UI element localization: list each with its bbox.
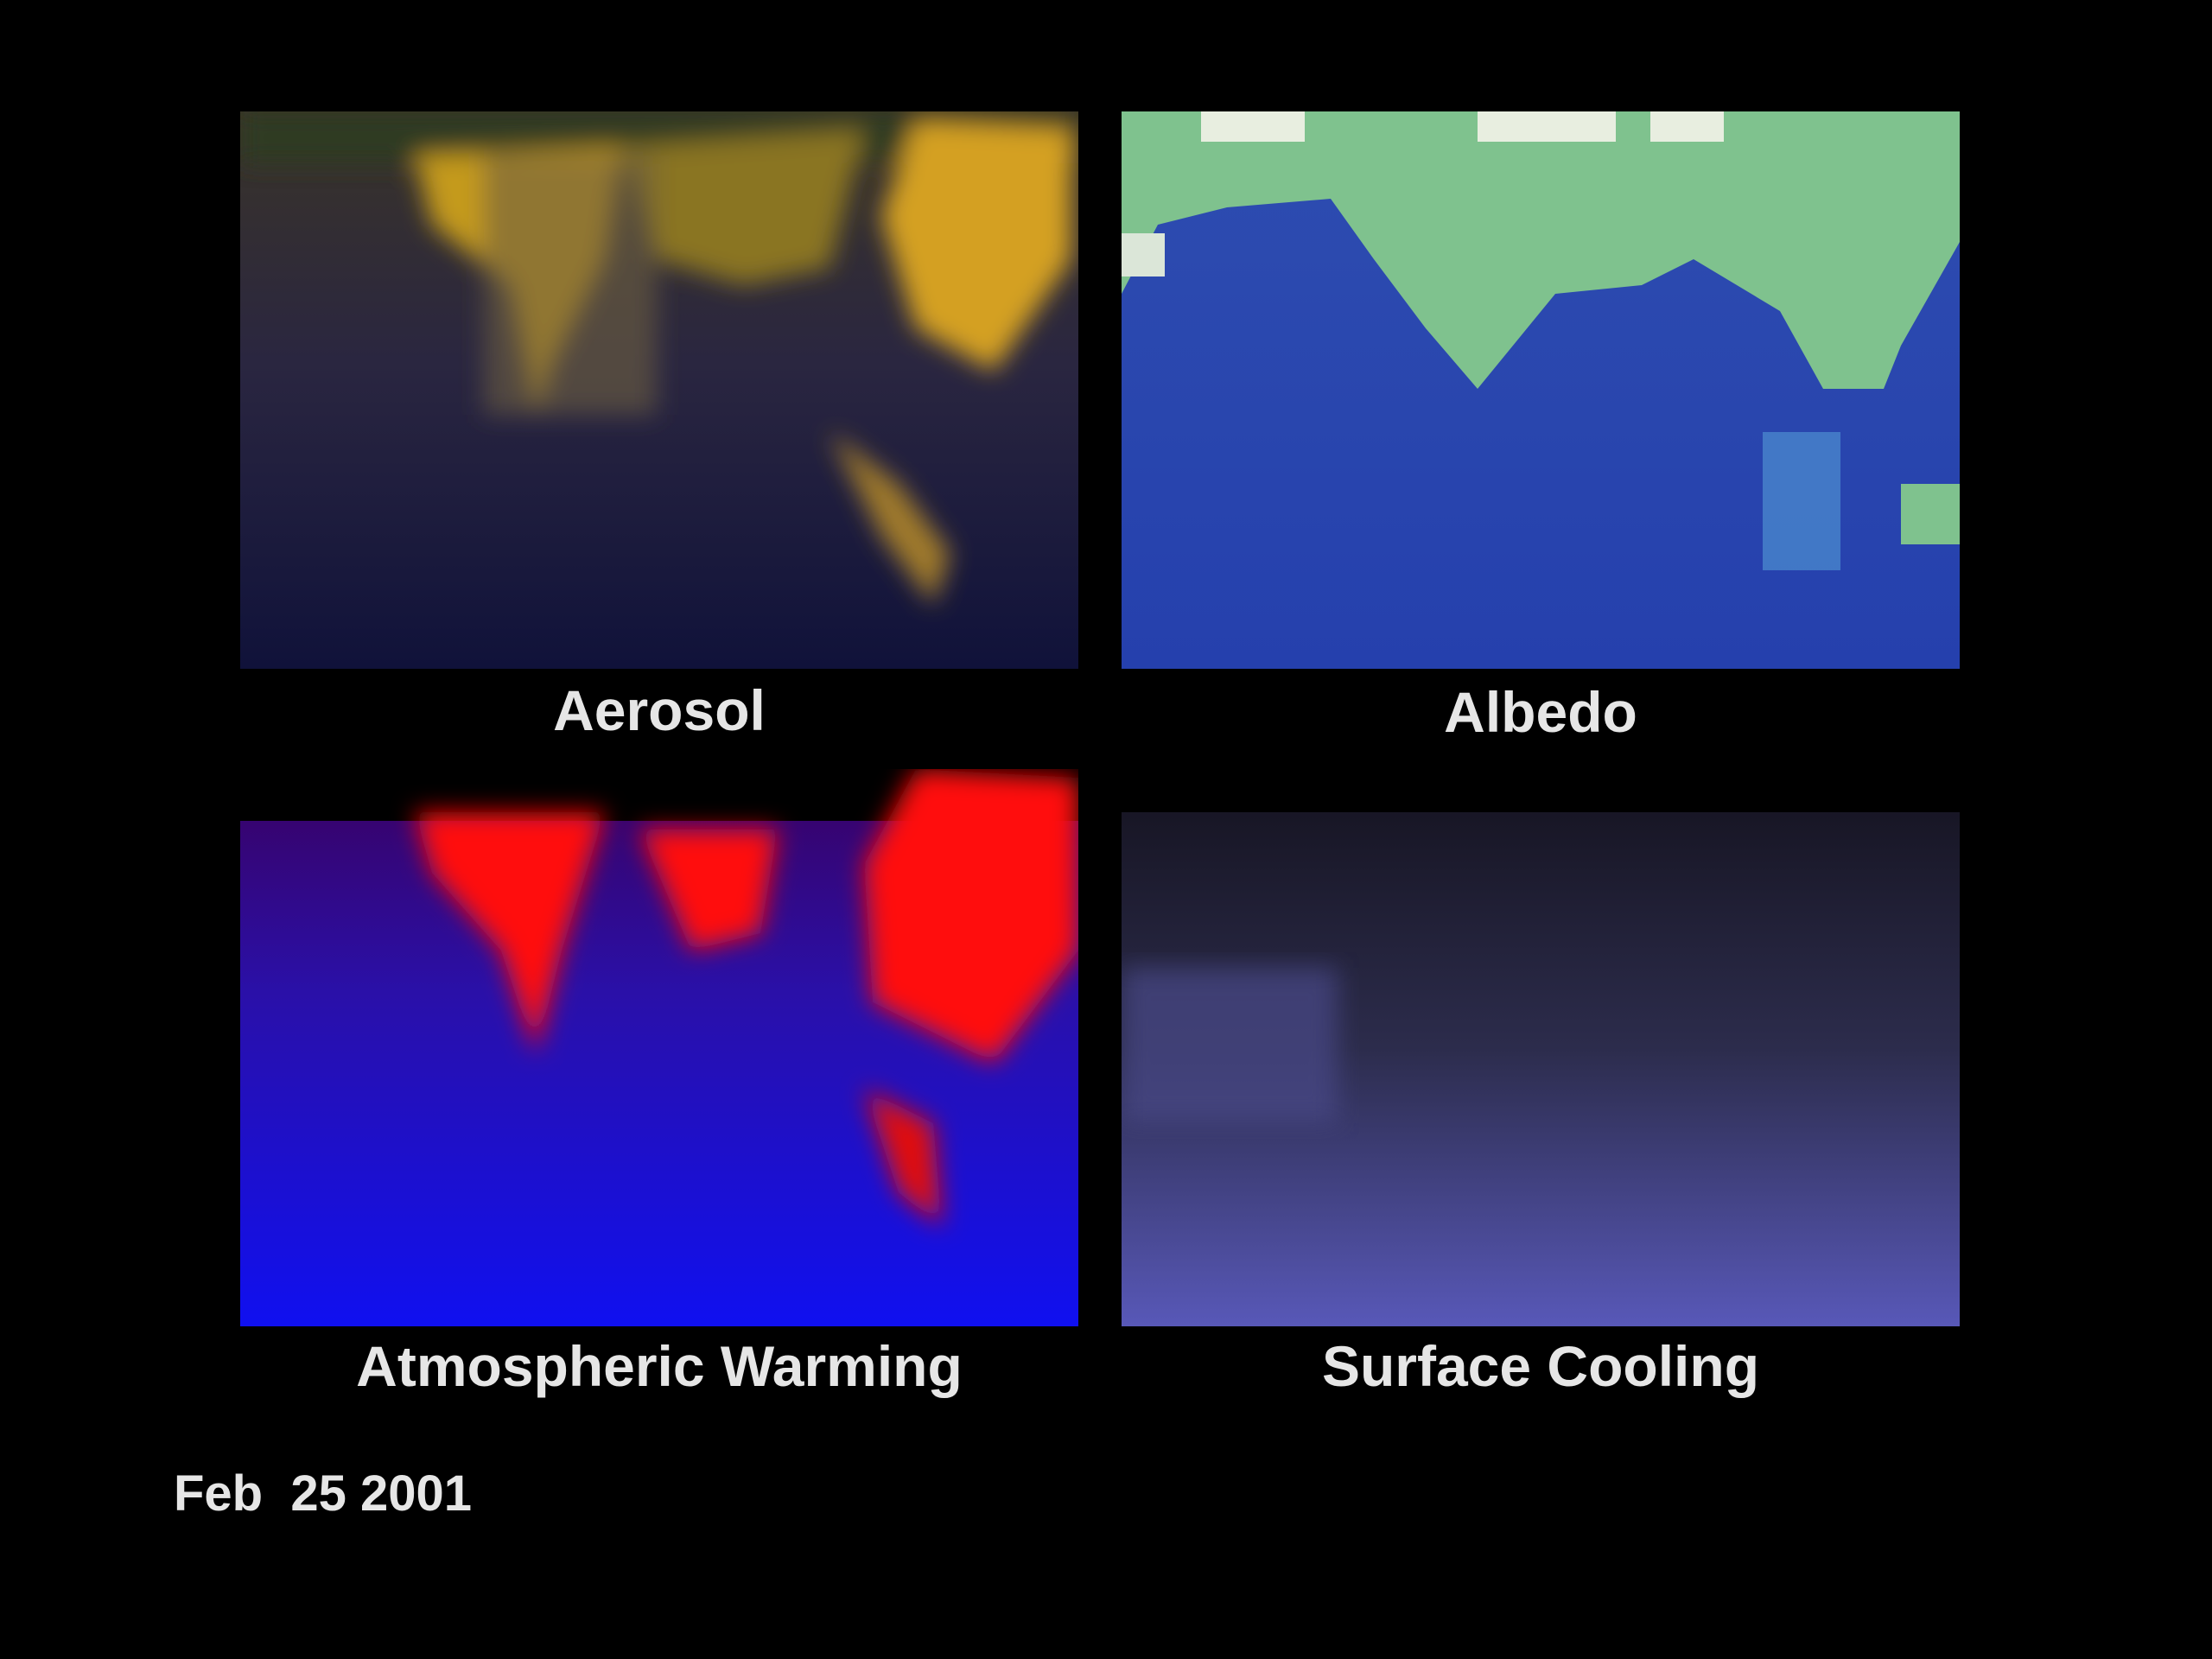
warming-map [240, 769, 1078, 1326]
panel-label: Aerosol [553, 678, 766, 742]
albedo-map [1122, 111, 1960, 669]
panel-label: Surface Cooling [1322, 1334, 1759, 1398]
date-stamp: Feb 25 2001 [174, 1465, 472, 1522]
aerosol-map [240, 111, 1078, 669]
panel-label: Albedo [1444, 680, 1637, 744]
cooling-map [1122, 769, 1960, 1326]
panel-label: Atmospheric Warming [356, 1334, 963, 1398]
